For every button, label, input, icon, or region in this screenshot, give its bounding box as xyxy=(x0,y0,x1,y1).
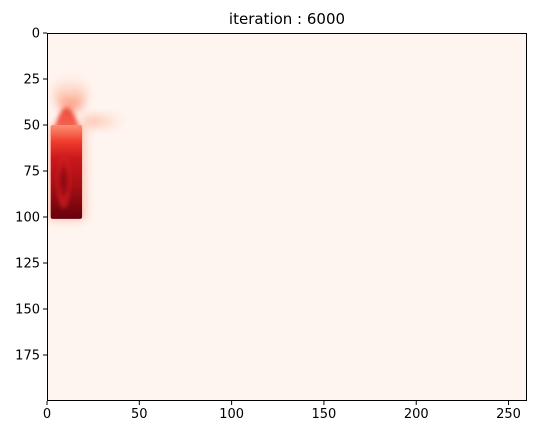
y-tick-label: 150 xyxy=(15,303,40,318)
heatmap-side-plume xyxy=(82,115,131,128)
y-tick-label: 175 xyxy=(15,349,40,364)
x-tick-label: 100 xyxy=(219,407,244,422)
y-tick-label: 25 xyxy=(23,73,40,88)
plot-frame xyxy=(47,33,527,401)
x-tick-label: 150 xyxy=(312,407,337,422)
heatmap-haze xyxy=(54,71,87,112)
y-tick-label: 125 xyxy=(15,257,40,272)
y-tick-label: 50 xyxy=(23,119,40,134)
chart-title: iteration : 6000 xyxy=(229,10,345,28)
plot-area xyxy=(47,33,527,401)
x-tick-label: 250 xyxy=(496,407,521,422)
heatmap-background xyxy=(47,33,527,401)
y-axis: 0 25 50 75 100 125 150 175 xyxy=(15,27,47,364)
y-tick-label: 100 xyxy=(15,211,40,226)
x-tick-label: 0 xyxy=(43,407,51,422)
x-tick-label: 50 xyxy=(131,407,148,422)
y-tick-label: 75 xyxy=(23,165,40,180)
x-tick-label: 200 xyxy=(404,407,429,422)
y-tick-label: 0 xyxy=(32,27,40,42)
heatmap-peak xyxy=(56,154,71,211)
x-axis: 0 50 100 150 200 250 xyxy=(43,401,521,422)
